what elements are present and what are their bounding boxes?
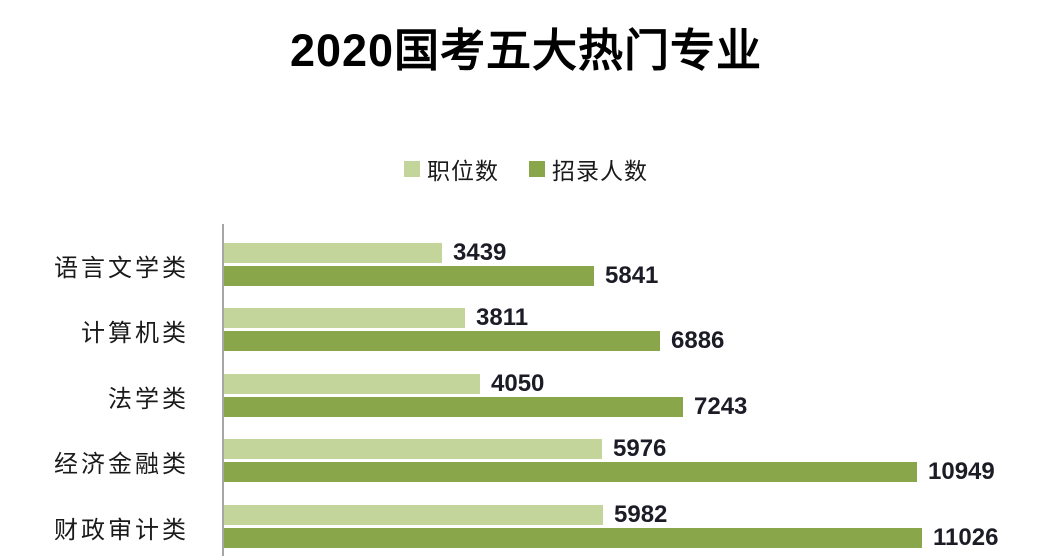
bar-recruits — [224, 528, 922, 548]
legend-swatch-positions-icon — [404, 161, 420, 177]
bar-track-positions: 5982 — [224, 501, 667, 528]
bar-positions — [224, 308, 465, 328]
plot-area: 语言文学类 3439 5841 计算机类 3811 6886 法学类 4050 7243 经济金融… — [0, 224, 1052, 556]
bar-recruits — [224, 331, 660, 351]
value-label-positions: 5976 — [613, 435, 667, 462]
value-label-positions: 5982 — [614, 501, 668, 528]
category-label: 语言文学类 — [54, 254, 189, 282]
value-label-recruits: 11026 — [933, 524, 999, 551]
category-row: 计算机类 3811 6886 — [0, 293, 1052, 358]
bar-track-positions: 3439 — [224, 239, 506, 266]
bar-track-recruits: 6886 — [224, 327, 724, 354]
legend-item-positions: 职位数 — [404, 152, 499, 186]
bar-track-recruits: 10949 — [224, 458, 995, 485]
value-label-recruits: 10949 — [928, 458, 995, 485]
legend: 职位数 招录人数 — [0, 152, 1052, 186]
legend-swatch-recruits-icon — [529, 161, 545, 177]
bar-track-recruits: 7243 — [224, 393, 747, 420]
value-label-recruits: 6886 — [671, 327, 725, 354]
bar-positions — [224, 374, 480, 394]
category-row: 语言文学类 3439 5841 — [0, 228, 1052, 293]
bar-recruits — [224, 266, 594, 286]
category-row: 财政审计类 5982 11026 — [0, 490, 1052, 555]
bar-track-positions: 3811 — [224, 304, 528, 331]
value-label-recruits: 7243 — [694, 393, 748, 420]
category-label: 经济金融类 — [54, 450, 189, 478]
value-label-positions: 3439 — [453, 239, 507, 266]
legend-item-recruits: 招录人数 — [529, 152, 648, 186]
value-label-positions: 3811 — [476, 304, 529, 331]
bar-positions — [224, 439, 602, 459]
category-row: 法学类 4050 7243 — [0, 359, 1052, 424]
bar-positions — [224, 505, 603, 525]
legend-label-recruits: 招录人数 — [552, 158, 648, 184]
category-row: 经济金融类 5976 10949 — [0, 424, 1052, 489]
bar-positions — [224, 243, 442, 263]
category-label: 计算机类 — [81, 319, 189, 347]
bar-track-positions: 4050 — [224, 370, 544, 397]
value-label-recruits: 5841 — [605, 262, 659, 289]
bar-recruits — [224, 462, 917, 482]
bar-track-recruits: 5841 — [224, 262, 658, 289]
legend-label-positions: 职位数 — [427, 158, 499, 184]
bar-recruits — [224, 397, 683, 417]
bar-track-positions: 5976 — [224, 435, 666, 462]
y-axis-line — [222, 224, 224, 556]
category-label: 法学类 — [108, 385, 189, 413]
category-label: 财政审计类 — [54, 516, 189, 544]
bar-track-recruits: 11026 — [224, 524, 998, 551]
value-label-positions: 4050 — [491, 370, 545, 397]
chart-title: 2020国考五大热门专业 — [289, 25, 763, 76]
